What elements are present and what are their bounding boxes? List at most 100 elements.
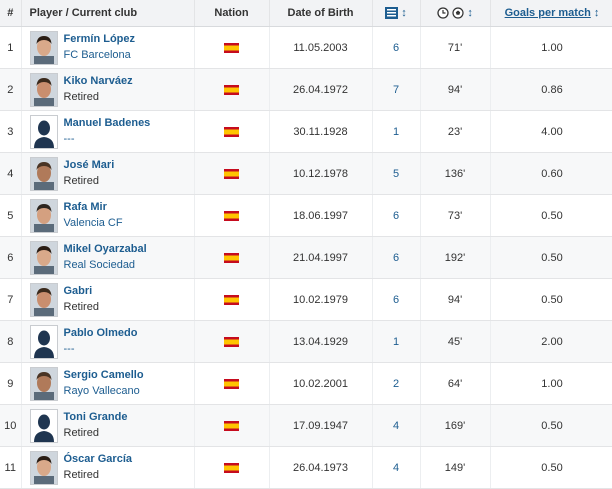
player-avatar[interactable] (29, 72, 58, 107)
appearances-cell[interactable]: 2 (372, 362, 421, 405)
player-name-link[interactable]: Óscar García (63, 453, 133, 465)
goals-per-match-link[interactable]: Goals per match (504, 7, 591, 19)
dob-cell: 30.11.1928 (269, 110, 373, 153)
player-name-link[interactable]: Rafa Mir (63, 201, 107, 213)
col-header-number: # (0, 0, 22, 27)
player-avatar[interactable] (29, 324, 58, 359)
appearances-cell[interactable]: 4 (372, 446, 421, 489)
player-cell: Pablo Olmedo --- (21, 320, 195, 363)
appearances-cell[interactable]: 1 (372, 320, 421, 363)
player-name-link[interactable]: Gabri (63, 285, 93, 297)
col-header-minutes-per-goal[interactable]: ↕ (420, 0, 491, 27)
player-club-link[interactable]: --- (63, 343, 75, 355)
table-row[interactable]: 1 Fermín López FC Barcelona 11.05.2003 6… (0, 26, 612, 69)
spain-flag-icon[interactable] (224, 84, 239, 95)
col-header-nation: Nation (194, 0, 270, 27)
player-name-link[interactable]: Manuel Badenes (63, 117, 151, 129)
goals-per-match-cell: 0.50 (490, 278, 612, 321)
table-row[interactable]: 9 Sergio Camello Rayo Vallecano 10.02.20… (0, 362, 612, 405)
player-club-link[interactable]: Real Sociedad (63, 259, 136, 271)
player-avatar[interactable] (29, 450, 58, 485)
player-name-link[interactable]: Kiko Narváez (63, 75, 133, 87)
table-row[interactable]: 11 Óscar García Retired 26.04.1973 4 149… (0, 446, 612, 489)
nation-cell (194, 446, 270, 489)
col-header-appearances[interactable]: ↕ (372, 0, 421, 27)
player-avatar[interactable] (29, 408, 58, 443)
minutes-per-goal-cell: 64' (420, 362, 491, 405)
player-club-link[interactable]: --- (63, 133, 75, 145)
player-avatar[interactable] (29, 282, 58, 317)
spain-flag-icon[interactable] (224, 378, 239, 389)
appearances-cell[interactable]: 1 (372, 110, 421, 153)
player-name-link[interactable]: Pablo Olmedo (63, 327, 138, 339)
table-row[interactable]: 2 Kiko Narváez Retired 26.04.1972 7 94' … (0, 68, 612, 111)
rank-cell: 5 (0, 194, 22, 237)
dob-cell: 10.02.2001 (269, 362, 373, 405)
table-row[interactable]: 10 Toni Grande Retired 17.09.1947 4 169'… (0, 404, 612, 447)
spain-flag-icon[interactable] (224, 42, 239, 53)
appearances-cell[interactable]: 5 (372, 152, 421, 195)
player-avatar[interactable] (29, 198, 58, 233)
nation-cell (194, 236, 270, 279)
player-name-link[interactable]: Fermín López (63, 33, 136, 45)
player-club-link: Retired (63, 469, 99, 481)
player-cell: Sergio Camello Rayo Vallecano (21, 362, 195, 405)
spain-flag-icon[interactable] (224, 462, 239, 473)
table-row[interactable]: 4 José Mari Retired 10.12.1978 5 136' 0.… (0, 152, 612, 195)
spain-flag-icon[interactable] (224, 420, 239, 431)
spain-flag-icon[interactable] (224, 126, 239, 137)
player-avatar[interactable] (29, 240, 58, 275)
appearances-cell[interactable]: 7 (372, 68, 421, 111)
player-cell: José Mari Retired (21, 152, 195, 195)
player-club-link[interactable]: FC Barcelona (63, 49, 131, 61)
player-cell: Manuel Badenes --- (21, 110, 195, 153)
table-row[interactable]: 6 Mikel Oyarzabal Real Sociedad 21.04.19… (0, 236, 612, 279)
player-club-link[interactable]: Valencia CF (63, 217, 123, 229)
table-row[interactable]: 5 Rafa Mir Valencia CF 18.06.1997 6 73' … (0, 194, 612, 237)
player-avatar[interactable] (29, 156, 58, 191)
minutes-per-goal-cell: 169' (420, 404, 491, 447)
player-avatar[interactable] (29, 30, 58, 65)
minutes-per-goal-cell: 73' (420, 194, 491, 237)
appearances-cell[interactable]: 6 (372, 194, 421, 237)
player-name-link[interactable]: Mikel Oyarzabal (63, 243, 147, 255)
player-club-link: Retired (63, 175, 99, 187)
player-avatar[interactable] (29, 366, 58, 401)
table-row[interactable]: 8 Pablo Olmedo --- 13.04.1929 1 45' 2.00… (0, 320, 612, 363)
minutes-per-goal-cell: 149' (420, 446, 491, 489)
spain-flag-icon[interactable] (224, 210, 239, 221)
spain-flag-icon[interactable] (224, 252, 239, 263)
dob-cell: 26.04.1972 (269, 68, 373, 111)
appearances-icon (385, 7, 399, 20)
table-row[interactable]: 7 Gabri Retired 10.02.1979 6 94' 0.50 3 (0, 278, 612, 321)
dob-cell: 21.04.1997 (269, 236, 373, 279)
table-row[interactable]: 3 Manuel Badenes --- 30.11.1928 1 23' 4.… (0, 110, 612, 153)
player-name-link[interactable]: Toni Grande (63, 411, 128, 423)
nation-cell (194, 320, 270, 363)
spain-flag-icon[interactable] (224, 168, 239, 179)
rank-cell: 9 (0, 362, 22, 405)
dob-cell: 17.09.1947 (269, 404, 373, 447)
nation-cell (194, 26, 270, 69)
player-name-link[interactable]: José Mari (63, 159, 115, 171)
player-cell: Kiko Narváez Retired (21, 68, 195, 111)
goals-per-match-cell: 0.50 (490, 446, 612, 489)
nation-cell (194, 68, 270, 111)
player-avatar[interactable] (29, 114, 58, 149)
goals-per-match-cell: 4.00 (490, 110, 612, 153)
ball-icon (452, 7, 464, 19)
col-header-goals-per-match[interactable]: Goals per match ↕ (490, 0, 612, 27)
appearances-cell[interactable]: 6 (372, 26, 421, 69)
spain-flag-icon[interactable] (224, 294, 239, 305)
spain-flag-icon[interactable] (224, 336, 239, 347)
player-club-link[interactable]: Rayo Vallecano (63, 385, 140, 397)
appearances-cell[interactable]: 6 (372, 236, 421, 279)
col-header-player: Player / Current club (21, 0, 195, 27)
dob-cell: 26.04.1973 (269, 446, 373, 489)
minutes-per-goal-cell: 94' (420, 68, 491, 111)
clock-icon (437, 7, 449, 19)
appearances-cell[interactable]: 4 (372, 404, 421, 447)
appearances-cell[interactable]: 6 (372, 278, 421, 321)
player-name-link[interactable]: Sergio Camello (63, 369, 144, 381)
